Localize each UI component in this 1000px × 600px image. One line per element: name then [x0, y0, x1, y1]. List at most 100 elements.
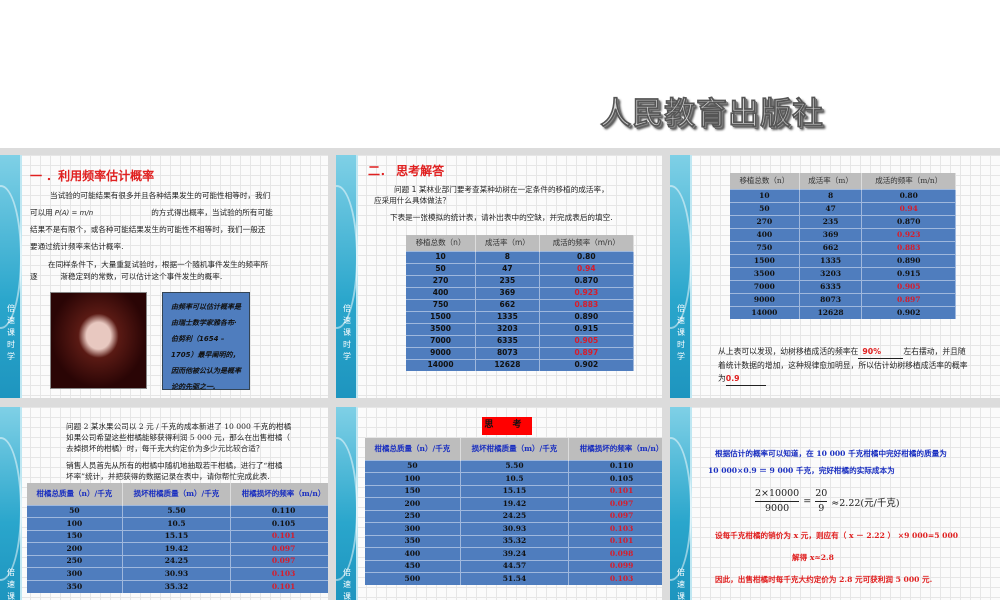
table-header: 移植总数（n） 成活率（m） 成活的频率（m/n） [730, 173, 956, 189]
table-row: 3500 3203 0.915 [406, 322, 635, 335]
table-cell: 0.103 [568, 522, 662, 535]
table-cell: 0.915 [539, 322, 635, 335]
paragraph: 问题 2 某水果公司以 2 元 / 千克的成本新进了 10 000 千克的柑橘 [66, 422, 292, 431]
side-label-char: 速 [343, 580, 351, 589]
orange-table: 柑橘总质量（n）/千克 损坏柑橘质量（m）/千克 柑橘损坏的频率（m/n） 50 5.5… [365, 438, 662, 585]
table-row: 350 35.32 0.101 [365, 534, 662, 548]
side-label-char: 课 [7, 328, 15, 337]
table-cell: 19.42 [122, 542, 232, 555]
table-cell: 0.94 [861, 201, 956, 215]
table-cell: 0.902 [861, 305, 956, 319]
side-strip [0, 155, 22, 398]
side-label-char: 学 [7, 352, 15, 361]
table-cell: 19.42 [460, 497, 570, 510]
table-cell: 50 [406, 262, 477, 275]
table-cell: 0.890 [861, 253, 956, 267]
table-cell: 14000 [730, 305, 800, 319]
table-row: 1500 1335 0.890 [730, 253, 956, 267]
paragraph: 如果公司希望这些柑橘能够获得利润 5 000 元，那么在出售柑橘（ [66, 433, 291, 442]
column-header: 移植总数（n） [730, 173, 800, 189]
paragraph: 可以用 P(A) = m/n 的方式得出概率，当试验的所有可能 [30, 205, 273, 221]
table-cell: 10 [730, 188, 800, 202]
side-label-char: 时 [7, 340, 15, 349]
table-cell: 9000 [406, 346, 477, 359]
table-row: 50 47 0.94 [730, 201, 956, 215]
table-cell: 8073 [799, 292, 863, 306]
table-cell: 6335 [799, 279, 863, 293]
slide-3[interactable]: 倍速课时学 移植总数（n） 成活率（m） 成活的频率（m/n） 10 8 0.80 50 47… [670, 155, 1000, 398]
paragraph: 坏率”统计，并把获得的数据记录在表中，请你帮忙完成此表. [66, 472, 270, 481]
slide-2[interactable]: 倍速课时学 二． 思考解答 问题 1 某林业部门要考查某种幼树在一定条件的移植的… [336, 155, 662, 398]
side-strip [336, 407, 358, 600]
text: 左右摆动，并且随着统计数据的增加，这种规律愈加明显，所以估计幼树移植成活率的概率… [718, 347, 968, 383]
side-label-char: 倍 [7, 568, 15, 577]
table-cell: 250 [365, 509, 461, 523]
table-row: 14000 12628 0.902 [730, 305, 956, 319]
table-cell: 3203 [475, 322, 540, 335]
table-cell: 0.897 [861, 292, 956, 306]
table-cell: 400 [365, 547, 461, 560]
table-header: 柑橘总质量（n）/千克 损坏柑橘质量（m）/千克 柑橘损坏的频率（m/n） [27, 483, 328, 505]
side-strip [670, 407, 692, 600]
table-cell: 1500 [730, 253, 800, 267]
side-label-char: 速 [343, 316, 351, 325]
table-cell: 0.101 [568, 484, 662, 498]
paragraph: 设每千克柑橘的销价为 x 元，则应有（ x － 2.22 ） ×9 000=5 … [715, 531, 959, 540]
table-cell: 0.110 [568, 459, 662, 473]
table-cell: 0.923 [539, 286, 635, 299]
side-label-char: 速 [677, 316, 685, 325]
table-cell: 0.103 [568, 572, 662, 585]
side-label-char: 速 [7, 580, 15, 589]
table-cell: 200 [27, 542, 123, 555]
note-box: 由频率可以估计概率是由瑞士数学家雅各布·伯努利（1654 – 1705）最早阐明… [162, 292, 250, 391]
table-row: 200 19.42 0.097 [27, 542, 328, 555]
result: ≈2.22(元/千克) [831, 497, 900, 509]
table-cell: 24.25 [122, 554, 232, 568]
table-cell: 0.94 [539, 262, 635, 275]
table-cell: 3203 [799, 266, 863, 280]
paragraph: 问题 1 某林业部门要考查某种幼树在一定条件的移植的成活率， [394, 185, 609, 194]
table-cell: 0.902 [539, 358, 635, 371]
transplant-table: 移植总数（n） 成活率（m） 成活的频率（m/n） 10 8 0.80 50 47 0.94 27… [406, 235, 635, 371]
table-row: 150 15.15 0.101 [27, 529, 328, 543]
table-cell: 662 [799, 240, 863, 254]
side-label-char: 倍 [343, 304, 351, 313]
paragraph: 应采用什么具体做法？ [374, 196, 450, 205]
table-cell: 662 [475, 298, 540, 311]
text: 的方式得出概率，当试验的所有可能 [151, 208, 273, 217]
side-label-char: 课 [343, 592, 351, 600]
side-label-char: 速 [7, 316, 15, 325]
table-cell: 50 [365, 459, 461, 473]
table-cell: 235 [799, 214, 863, 228]
table-row: 7000 6335 0.905 [730, 279, 956, 293]
table-row: 200 19.42 0.097 [365, 497, 662, 510]
answer-blank: 90% [858, 345, 904, 359]
table-row: 10 8 0.80 [730, 188, 956, 202]
table-cell: 270 [730, 214, 800, 228]
table-row: 9000 8073 0.897 [730, 292, 956, 306]
paragraph: 要通过统计频率来估计概率. [30, 242, 124, 251]
slide-1[interactable]: 倍速课时学 一 ．利用频率估计概率 当试验的可能结果有很多并且各种结果发生的可能… [0, 155, 328, 398]
table-cell: 14000 [406, 358, 477, 371]
table-cell: 250 [27, 554, 123, 568]
think-badge: 思 考 [482, 417, 532, 435]
table-cell: 400 [406, 286, 477, 299]
column-header: 柑橘损坏的频率（m/n） [568, 438, 662, 460]
table-row: 250 24.25 0.097 [365, 509, 662, 523]
column-header: 柑橘损坏的频率（m/n） [230, 483, 328, 505]
column-header: 成活的频率（m/n） [861, 173, 956, 189]
column-header: 成活的频率（m/n） [539, 235, 635, 251]
table-cell: 369 [799, 227, 863, 241]
side-label-char: 学 [343, 352, 351, 361]
table-cell: 300 [365, 522, 461, 535]
table-cell: 350 [365, 534, 461, 548]
column-header: 柑橘总质量（n）/千克 [365, 438, 461, 460]
column-header: 损坏柑橘质量（m）/千克 [460, 438, 570, 460]
table-cell: 7000 [406, 334, 477, 347]
table-cell: 10 [406, 250, 477, 263]
